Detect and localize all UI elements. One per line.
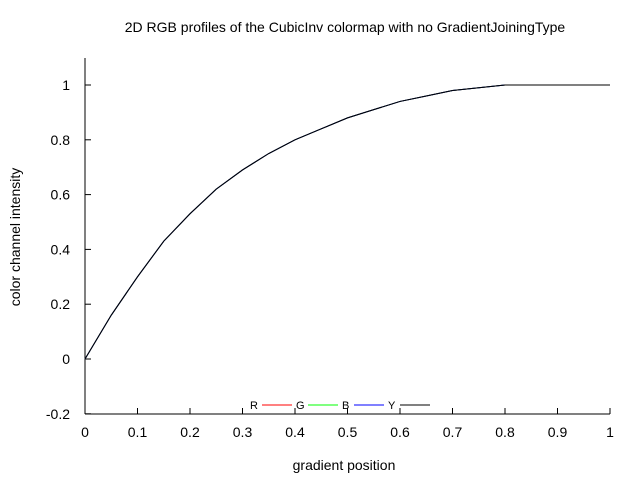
- x-tick-label: 0.6: [390, 424, 410, 440]
- chart-title: 2D RGB profiles of the CubicInv colormap…: [125, 19, 566, 35]
- x-tick-label: 0.8: [495, 424, 515, 440]
- x-tick-label: 0.3: [233, 424, 253, 440]
- x-axis-label: gradient position: [293, 457, 396, 473]
- series-line-y: [84, 84, 610, 360]
- series-line-b: [84, 84, 610, 360]
- legend-label-r: R: [250, 400, 258, 412]
- y-tick-label: 0: [62, 351, 70, 367]
- series-lines: [84, 84, 610, 360]
- y-tick-label: 0.2: [51, 296, 71, 312]
- y-tick-label: 0.8: [51, 132, 71, 148]
- x-tick-label: 0.2: [180, 424, 200, 440]
- x-tick-label: 0.5: [338, 424, 358, 440]
- legend-label-b: B: [342, 400, 349, 412]
- y-tick-label: 1: [62, 77, 70, 93]
- axis-ticks: 0 0.1 0.2 0.3 0.4 0.5 0.6 0.7 0.8 0.9 1 -0.2 0 0.2 0.4…: [46, 77, 614, 440]
- x-tick-label: 0.1: [128, 424, 148, 440]
- x-tick-label: 1: [606, 424, 614, 440]
- y-tick-label: -0.2: [46, 406, 70, 422]
- y-axis-label: color channel intensity: [7, 168, 23, 307]
- x-tick-label: 0: [81, 424, 89, 440]
- y-tick-label: 0.6: [51, 187, 71, 203]
- y-tick-label: 0.4: [51, 241, 71, 257]
- x-tick-label: 0.4: [285, 424, 305, 440]
- series-line-g: [84, 84, 610, 360]
- legend-label-g: G: [296, 400, 305, 412]
- legend-label-y: Y: [388, 400, 396, 412]
- series-line-r: [84, 84, 610, 360]
- x-tick-label: 0.7: [443, 424, 463, 440]
- x-tick-label: 0.9: [548, 424, 568, 440]
